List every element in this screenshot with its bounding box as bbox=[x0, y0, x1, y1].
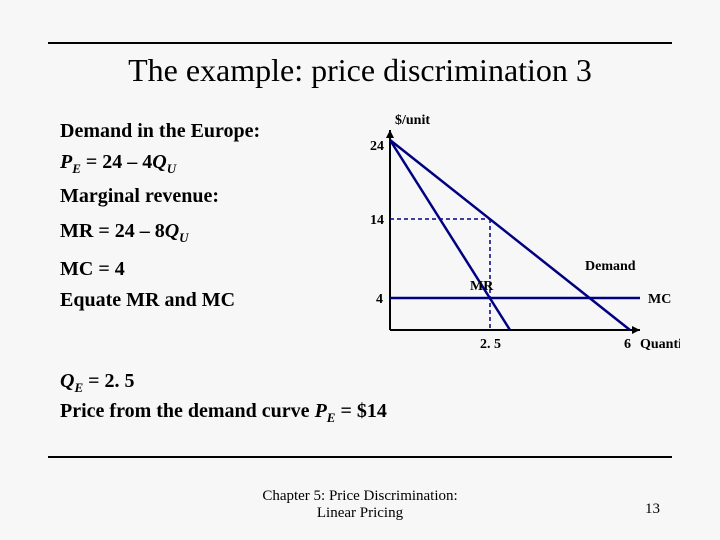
mr-eq: MR = 24 – 8 bbox=[60, 220, 165, 242]
x-axis-arrow bbox=[632, 326, 640, 334]
price-val: = $14 bbox=[335, 400, 386, 422]
y-tick-4: 4 bbox=[376, 292, 383, 307]
text-line-4: MR = 24 – 8QU bbox=[60, 220, 360, 246]
text-line-1: Demand in the Europe: bbox=[60, 120, 360, 143]
mc-label: MC bbox=[648, 292, 671, 307]
footer-line-1: Chapter 5: Price Discrimination: bbox=[0, 488, 720, 505]
bottom-rule bbox=[48, 456, 672, 458]
slide-title: The example: price discrimination 3 bbox=[0, 52, 720, 89]
qe-val: = 2. 5 bbox=[83, 370, 134, 392]
top-rule bbox=[48, 42, 672, 44]
x-tick-2-5: 2. 5 bbox=[480, 337, 501, 352]
var-qe: Q bbox=[60, 370, 74, 392]
eq-mid: = 24 – 4 bbox=[81, 151, 152, 173]
text-line-8: Price from the demand curve PE = $14 bbox=[60, 400, 387, 426]
mr-line bbox=[390, 140, 510, 330]
demand-chart: $/unit Quantity Demand MR MC 24 14 4 2. … bbox=[340, 110, 680, 370]
text-line-3: Marginal revenue: bbox=[60, 185, 360, 208]
text-line-6: Equate MR and MC bbox=[60, 289, 360, 312]
text-line-7: QE = 2. 5 bbox=[60, 370, 135, 396]
var-p: P bbox=[60, 151, 72, 173]
y-axis-arrow bbox=[386, 130, 394, 138]
y-tick-24: 24 bbox=[370, 139, 384, 154]
var-q: Q bbox=[152, 151, 166, 173]
sub-e: E bbox=[72, 161, 81, 176]
x-axis-label: Quantity bbox=[640, 337, 680, 352]
footer-line-2: Linear Pricing bbox=[0, 505, 720, 522]
x-tick-6: 6 bbox=[624, 337, 631, 352]
y-tick-14: 14 bbox=[370, 213, 384, 228]
sub-e2: E bbox=[74, 380, 83, 395]
demand-line bbox=[390, 140, 630, 330]
sub-u: U bbox=[167, 161, 176, 176]
var-q2: Q bbox=[165, 220, 179, 242]
footer: Chapter 5: Price Discrimination: Linear … bbox=[0, 488, 720, 522]
page-number: 13 bbox=[645, 501, 660, 518]
mr-label: MR bbox=[470, 279, 494, 294]
y-axis-label: $/unit bbox=[395, 113, 430, 128]
demand-label: Demand bbox=[585, 259, 636, 274]
left-text-block: Demand in the Europe: PE = 24 – 4QU Marg… bbox=[60, 120, 360, 320]
text-line-5: MC = 4 bbox=[60, 258, 360, 281]
sub-u2: U bbox=[179, 230, 188, 245]
price-pre: Price from the demand curve bbox=[60, 400, 315, 422]
var-pe: P bbox=[315, 400, 327, 422]
text-line-2: PE = 24 – 4QU bbox=[60, 151, 360, 177]
